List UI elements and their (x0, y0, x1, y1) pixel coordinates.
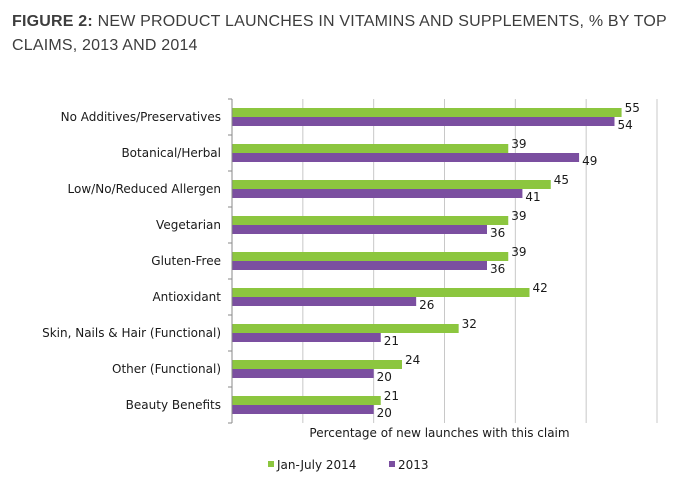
bar-2014 (232, 252, 509, 261)
bar-2014 (232, 180, 551, 189)
labels: No Additives/Preservatives 55 54 Botanical/… (42, 101, 640, 420)
data-label: 54 (618, 118, 633, 132)
bar-2014 (232, 216, 509, 225)
bar-2013 (232, 297, 417, 306)
bar-2014 (232, 288, 530, 297)
category-label: Other (Functional) (112, 362, 221, 376)
category-label: Beauty Benefits (126, 398, 221, 412)
legend-swatch (389, 461, 395, 467)
bar-2014 (232, 396, 381, 405)
data-label: 36 (490, 262, 505, 276)
chart-title-prefix: FIGURE 2: (12, 13, 93, 30)
x-axis-label: Percentage of new launches with this cla… (309, 426, 569, 440)
bar-2013 (232, 153, 580, 162)
bar-2013 (232, 261, 487, 270)
bar-2013 (232, 189, 523, 198)
chart-title: FIGURE 2: NEW PRODUCT LAUNCHES IN VITAMI… (12, 10, 684, 58)
data-label: 39 (511, 245, 526, 259)
legend-label: 2013 (398, 458, 429, 472)
data-label: 55 (625, 101, 640, 115)
category-label: Botanical/Herbal (121, 146, 221, 160)
category-label: Antioxidant (152, 290, 221, 304)
bar-2014 (232, 360, 402, 369)
data-label: 21 (384, 389, 399, 403)
data-label: 21 (384, 334, 399, 348)
data-label: 39 (511, 137, 526, 151)
data-label: 41 (525, 190, 540, 204)
bar-2013 (232, 117, 615, 126)
bars (228, 98, 622, 424)
legend-swatch (268, 461, 274, 467)
data-label: 32 (462, 317, 477, 331)
legend-label: Jan-July 2014 (276, 458, 356, 472)
data-label: 42 (533, 281, 548, 295)
data-label: 20 (377, 406, 392, 420)
chart-title-text: NEW PRODUCT LAUNCHES IN VITAMINS AND SUP… (12, 13, 667, 54)
bar-2013 (232, 369, 374, 378)
bar-2014 (232, 324, 459, 333)
data-label: 45 (554, 173, 569, 187)
bar-2013 (232, 333, 381, 342)
bar-2013 (232, 225, 487, 234)
category-label: Skin, Nails & Hair (Functional) (42, 326, 221, 340)
bar-2013 (232, 405, 374, 414)
data-label: 39 (511, 209, 526, 223)
data-label: 36 (490, 226, 505, 240)
category-label: Low/No/Reduced Allergen (68, 182, 221, 196)
category-label: No Additives/Preservatives (61, 110, 221, 124)
data-label: 49 (582, 154, 597, 168)
legend: Jan-July 2014 2013 (268, 458, 429, 472)
category-label: Vegetarian (156, 218, 221, 232)
category-label: Gluten-Free (151, 254, 221, 268)
data-label: 26 (419, 298, 434, 312)
bar-2014 (232, 108, 622, 117)
bar-2014 (232, 144, 509, 153)
data-label: 20 (377, 370, 392, 384)
data-label: 24 (405, 353, 420, 367)
